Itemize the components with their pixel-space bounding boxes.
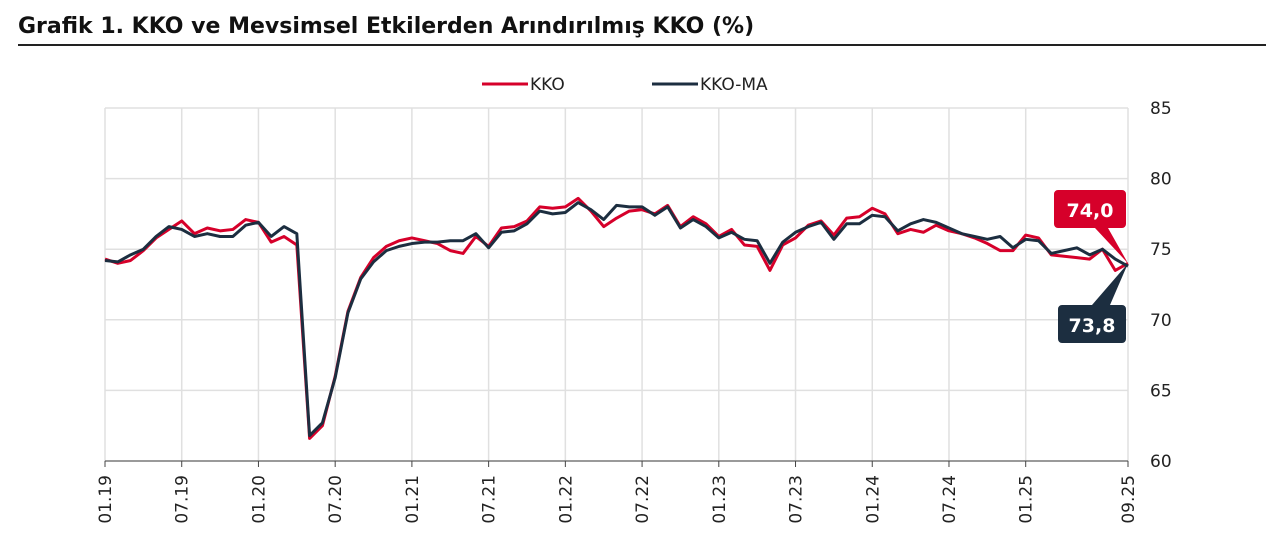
callout-ma [1058,263,1128,343]
x-tick-label: 09.25 [1119,475,1139,524]
x-tick-label: 01.23 [710,475,730,524]
y-tick-label: 85 [1150,99,1172,119]
x-tick-label: 01.21 [403,475,423,524]
y-tick-label: 80 [1150,170,1172,190]
x-tick-label: 07.22 [633,475,653,524]
title-rule [18,44,1266,46]
x-tick-label: 07.20 [326,475,346,524]
x-tick-label: 01.19 [96,475,116,524]
legend-label: KKO-MA [700,75,768,95]
callout-kko-value: 74,0 [1067,200,1114,222]
series-line-kko-ma [104,201,1129,438]
x-tick-label: 07.21 [480,475,500,524]
x-tick-label: 07.24 [940,475,960,524]
y-tick-label: 60 [1150,452,1172,472]
x-tick-label: 01.22 [556,475,576,524]
chart-title: Grafik 1. KKO ve Mevsimsel Etkilerden Ar… [18,14,755,39]
y-tick-label: 75 [1150,240,1172,260]
y-tick-label: 65 [1150,381,1172,401]
x-tick-label: 01.25 [1017,475,1037,524]
legend-label: KKO [530,75,565,95]
y-tick-label: 70 [1150,311,1172,331]
x-tick-label: 01.20 [249,475,269,524]
x-tick-label: 01.24 [863,475,883,524]
callout-kko [1054,190,1128,264]
x-tick-label: 07.19 [173,475,193,524]
x-tick-label: 07.23 [787,475,807,524]
callout-ma-value: 73,8 [1069,315,1116,337]
